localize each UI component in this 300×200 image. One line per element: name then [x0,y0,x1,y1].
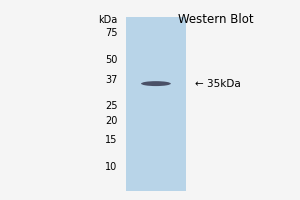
Ellipse shape [141,81,171,86]
Text: 20: 20 [105,116,117,126]
Text: Western Blot: Western Blot [178,13,253,26]
Text: 10: 10 [105,162,117,172]
Text: ← 35kDa: ← 35kDa [195,79,240,89]
Text: kDa: kDa [98,15,117,25]
Text: 37: 37 [105,75,117,85]
Text: 25: 25 [105,101,117,111]
Bar [126,17,186,191]
Text: 75: 75 [105,28,117,38]
Text: 15: 15 [105,135,117,145]
Text: 50: 50 [105,55,117,65]
